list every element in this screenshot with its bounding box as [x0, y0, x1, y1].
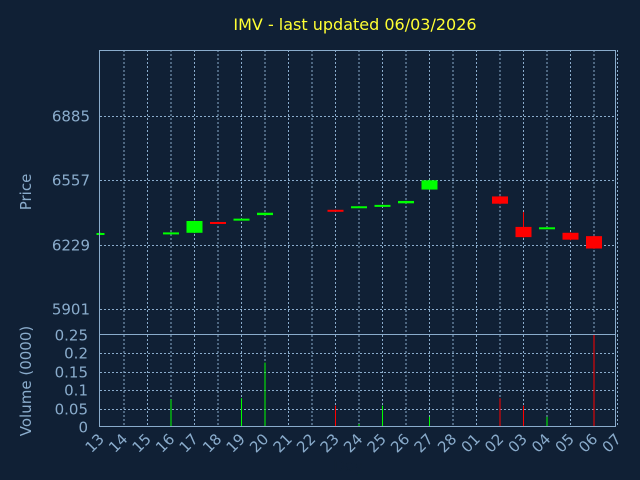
candle-body	[186, 221, 203, 233]
price-frame	[99, 50, 616, 335]
candle-body	[233, 218, 250, 221]
price-tick-label: 6557	[52, 172, 90, 190]
volume-tick-label: 0.05	[55, 401, 88, 419]
volume-bars	[170, 335, 595, 427]
volume-tick-label: 0.25	[55, 327, 88, 345]
x-tick-label: 23	[317, 430, 343, 456]
volume-grid	[100, 335, 618, 427]
candle-body	[492, 196, 508, 204]
price-axis-label: Price	[17, 174, 35, 211]
chart-title: IMV - last updated 06/03/2026	[233, 15, 476, 34]
x-axis-label: Day	[333, 457, 363, 475]
price-y-ticks: 5901 6229 6557 6885	[52, 108, 90, 319]
price-tick-label: 6229	[52, 237, 90, 255]
price-tick-label: 5901	[52, 301, 90, 319]
price-tick-label: 6885	[52, 108, 90, 126]
x-tick-label: 05	[552, 430, 578, 456]
x-ticks: 1314151617181920212223242526272801020304…	[82, 430, 625, 456]
x-tick-label: 02	[481, 430, 507, 456]
x-tick-label: 17	[176, 430, 202, 456]
candle-body	[374, 204, 391, 207]
x-tick-label: 03	[505, 430, 531, 456]
x-tick-label: 24	[340, 430, 366, 456]
x-tick-label: 27	[411, 430, 437, 456]
volume-axis-label: Volume (0000)	[17, 326, 35, 436]
x-tick-label: 26	[387, 430, 413, 456]
price-panel: 5901 6229 6557 6885 Price	[17, 50, 618, 335]
candle-body	[539, 227, 555, 230]
volume-frame	[99, 334, 616, 427]
x-tick-label: 07	[599, 430, 625, 456]
price-grid	[100, 50, 618, 335]
candle-body	[515, 226, 532, 238]
x-tick-label: 14	[105, 430, 131, 456]
volume-tick-label: 0.2	[64, 345, 88, 363]
volume-tick-label: 0.15	[55, 364, 88, 382]
x-tick-label: 22	[293, 430, 319, 456]
candle-body	[96, 232, 105, 235]
candle-body	[163, 232, 179, 235]
x-tick-label: 28	[434, 430, 460, 456]
x-tick-label: 16	[152, 430, 178, 456]
x-tick-label: 19	[223, 430, 249, 456]
x-tick-label: 18	[199, 430, 225, 456]
x-tick-label: 06	[575, 430, 601, 456]
candle-body	[562, 232, 579, 240]
x-tick-label: 15	[129, 430, 155, 456]
volume-tick-label: 0.1	[64, 382, 88, 400]
candle-body	[327, 209, 344, 212]
candle-body	[210, 221, 226, 224]
candle-body	[351, 206, 367, 209]
candle-body	[257, 212, 273, 216]
candle-body	[586, 236, 602, 249]
candle-body	[398, 200, 414, 204]
volume-y-ticks: 00.050.10.150.20.25	[55, 327, 88, 437]
volume-panel: 00.050.10.150.20.25 Volume (0000)	[17, 326, 618, 437]
x-tick-label: 21	[270, 430, 296, 456]
x-tick-label: 01	[458, 430, 484, 456]
x-tick-label: 20	[246, 430, 272, 456]
volume-tick-label: 0	[78, 419, 88, 437]
x-tick-label: 25	[364, 430, 390, 456]
x-tick-label: 04	[528, 430, 554, 456]
candle-body	[421, 180, 438, 190]
candles	[96, 179, 602, 249]
